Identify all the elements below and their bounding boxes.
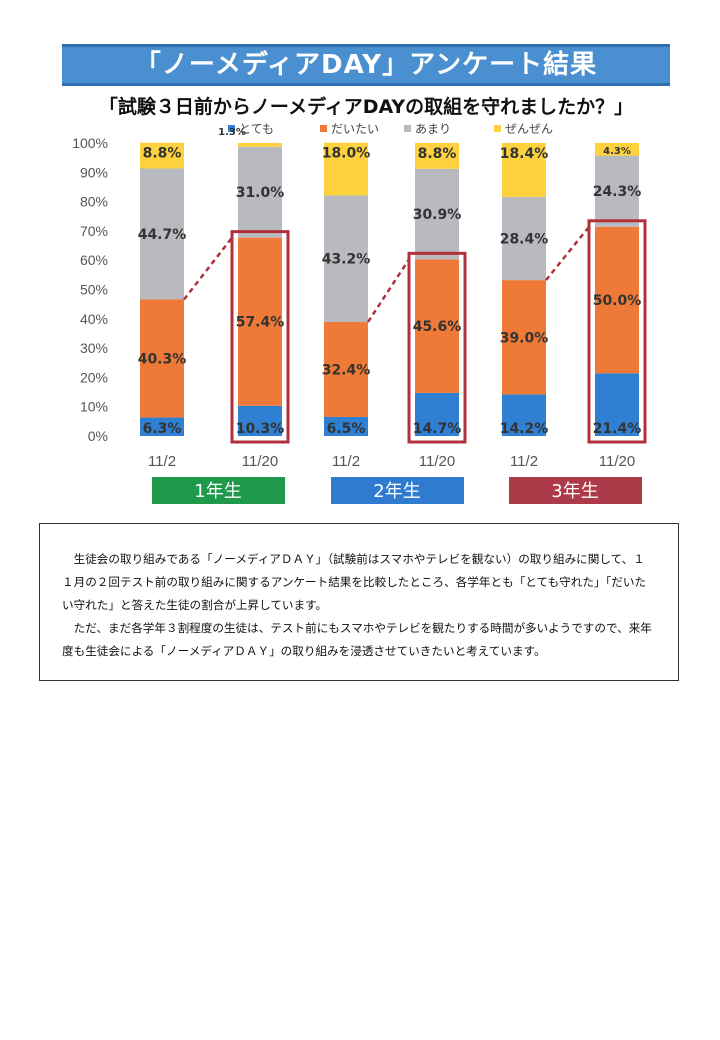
bar-segment [502,280,546,395]
bar-segment [238,237,282,406]
x-tick-label: 11/2 [332,453,360,470]
data-label: 1.3% [218,127,246,138]
data-label: 6.5% [327,421,366,437]
bar-segment [140,142,184,169]
note-paragraph-2: ただ、まだ各学年３割程度の生徒は、テスト前にもスマホやテレビを観たりする時間が多… [62,621,652,658]
legend-label: あまり [415,122,451,136]
legend-swatch [494,125,501,132]
highlight-box [587,219,647,444]
note-box: 生徒会の取り組みである「ノーメディアＤＡＹ」（試験前はスマホやテレビを観ない）の… [39,523,679,681]
y-tick-label: 60% [80,252,108,268]
grade-badge [509,477,642,504]
grade-badge [331,477,464,504]
data-label: 8.8% [418,146,457,162]
y-tick-label: 100% [72,135,108,151]
data-label: 28.4% [500,232,549,248]
data-label: 30.9% [413,207,462,223]
data-label: 21.4% [593,421,642,437]
x-tick-label: 11/2 [148,453,176,470]
legend-label: ぜんぜん [505,122,553,136]
trend-connector [183,236,233,301]
bar-segment [324,195,368,323]
data-label: 14.7% [413,421,462,437]
data-label: 18.0% [322,146,371,162]
data-label: 14.2% [500,421,549,437]
note-paragraph-1: 生徒会の取り組みである「ノーメディアＤＡＹ」（試験前はスマホやテレビを観ない）の… [62,552,647,612]
legend-label: だいたい [331,122,379,136]
highlight-box [230,230,290,444]
bar-segment [415,392,459,436]
y-tick-label: 30% [80,340,108,356]
bar-segment [415,259,459,393]
bar-segment [238,146,282,238]
bar-segment [140,417,184,436]
bar-segment [595,155,639,227]
page-title: 「ノーメディアDAY」アンケート結果 [134,50,598,80]
data-label: 4.3% [603,146,631,157]
legend-swatch [228,125,235,132]
y-tick-label: 90% [80,164,108,180]
legend-swatch [320,125,327,132]
bar-segment [502,143,546,197]
x-tick-label: 11/20 [599,453,635,470]
data-label: 32.4% [322,362,371,378]
x-tick-label: 11/2 [510,453,538,470]
y-tick-label: 70% [80,223,108,239]
data-label: 43.2% [322,252,371,268]
grade-label: 2年生 [373,481,420,502]
y-tick-label: 40% [80,311,108,327]
chart-subtitle: 「試験３日前からノーメディアDAYの取組を守れましたか？」 [98,96,634,118]
bar-segment [140,168,184,300]
trend-connector [366,258,411,323]
grade-label: 3年生 [551,481,598,502]
bar-segment [595,226,639,374]
y-tick-label: 20% [80,369,108,385]
data-label: 6.3% [143,421,182,437]
bar-segment [502,196,546,281]
bar-segment [324,322,368,417]
legend-label: とても [239,122,274,136]
bar-segment [415,143,459,169]
data-label: 40.3% [138,352,187,368]
bar-segment [324,416,368,436]
data-label: 39.0% [500,330,549,346]
data-label: 31.0% [236,185,285,201]
x-tick-label: 11/20 [242,453,278,470]
highlight-box [407,251,467,444]
x-tick-label: 11/20 [419,453,455,470]
trend-connector [545,226,590,281]
y-tick-label: 0% [88,428,108,444]
bar-segment [238,143,282,147]
stacked-bar-chart: 0% 10% 20% 30% 40% 50% 60% 70% 80% 90% 100% とても だいたい… [72,122,647,504]
bar-segment [415,168,459,260]
data-label: 50.0% [593,293,642,309]
legend-swatch [404,125,411,132]
data-label: 57.4% [236,315,285,331]
grade-badge [152,477,285,504]
bar-segment [502,394,546,436]
y-tick-label: 50% [80,282,108,298]
y-tick-label: 10% [80,399,108,415]
bar-segment [238,405,282,436]
data-label: 44.7% [138,227,187,243]
bar-segment [140,299,184,418]
grade-label: 1年生 [194,481,241,502]
y-tick-label: 80% [80,194,108,210]
title-banner: 「ノーメディアDAY」アンケート結果 [62,44,670,86]
bar-segment [595,143,639,156]
bar-segment [595,373,639,436]
data-label: 8.8% [143,146,182,162]
data-label: 24.3% [593,184,642,200]
data-label: 18.4% [500,146,549,162]
data-label: 10.3% [236,421,285,437]
bar-segment [324,142,368,196]
data-label: 45.6% [413,319,462,335]
